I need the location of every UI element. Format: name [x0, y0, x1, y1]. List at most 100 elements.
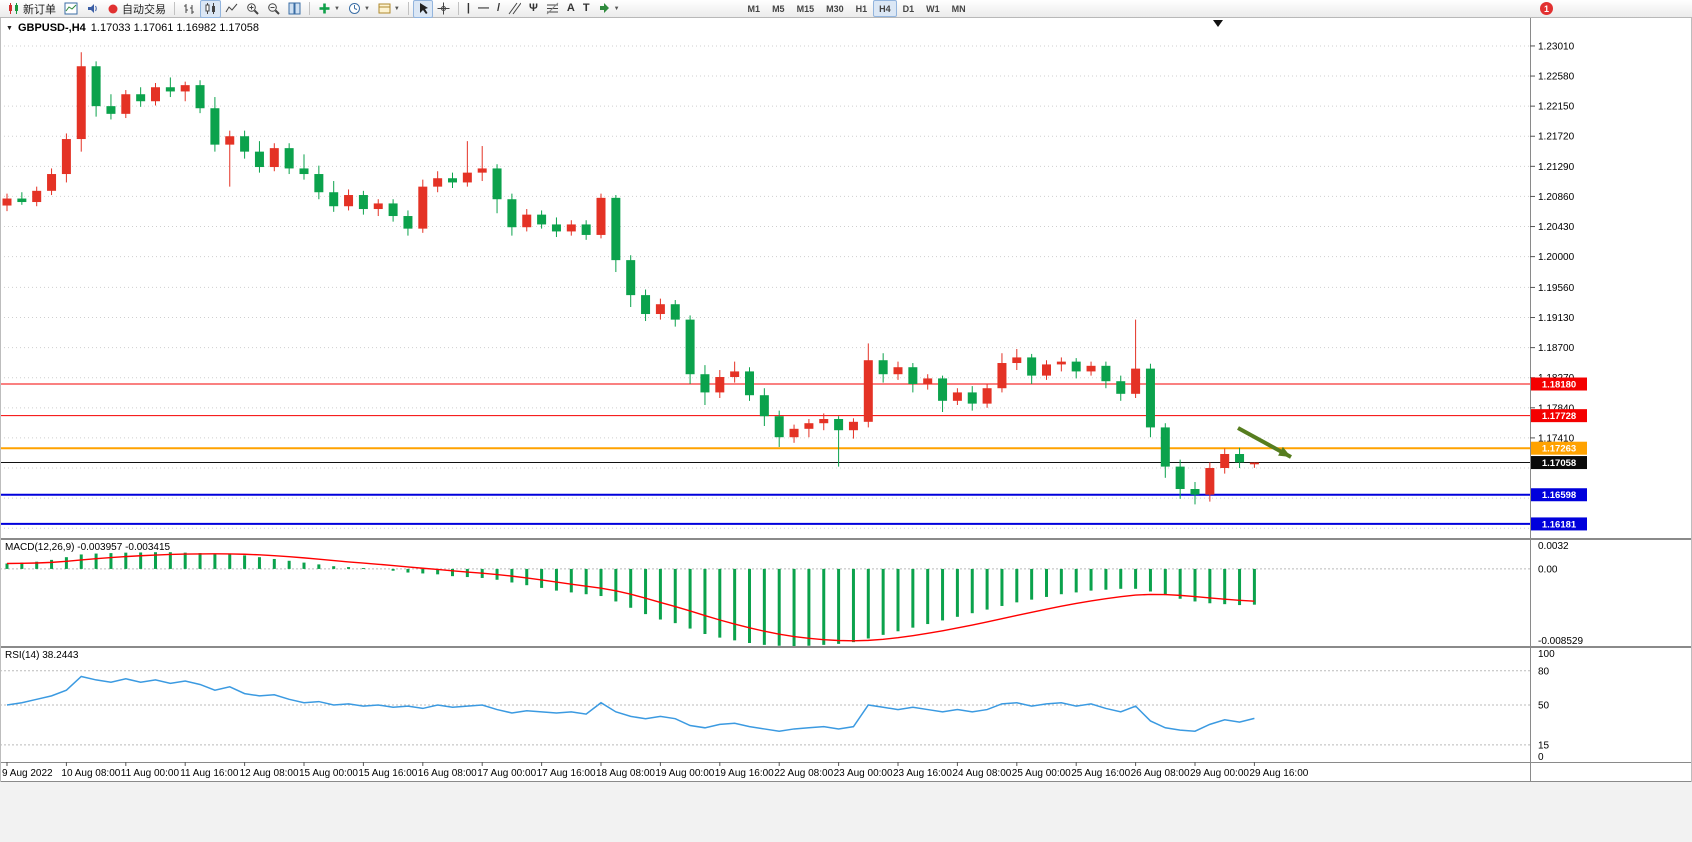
text-tool-button[interactable]: A: [563, 0, 579, 18]
svg-text:16 Aug 08:00: 16 Aug 08:00: [418, 768, 477, 779]
svg-text:1.17840: 1.17840: [1538, 403, 1575, 414]
timeframe-h1-button[interactable]: H1: [855, 3, 868, 14]
channel-tool-button[interactable]: [504, 0, 525, 18]
template-icon: [378, 3, 391, 14]
timeframe-mn-button[interactable]: MN: [951, 3, 966, 14]
svg-text:25 Aug 00:00: 25 Aug 00:00: [1012, 768, 1071, 779]
pitchfork-tool-button[interactable]: Ψ: [525, 0, 542, 18]
candlestick-type-button[interactable]: [200, 0, 221, 18]
toolbar-separator: [174, 2, 175, 15]
svg-text:1.19130: 1.19130: [1538, 313, 1575, 324]
timeframe-w1-button[interactable]: W1: [926, 3, 940, 14]
svg-text:9 Aug 2022: 9 Aug 2022: [2, 768, 53, 779]
candlestick-icon: [205, 3, 215, 14]
svg-text:1.16181: 1.16181: [1542, 519, 1577, 530]
timeframe-m30-button[interactable]: M30: [826, 3, 844, 14]
svg-text:29 Aug 16:00: 29 Aug 16:00: [1249, 768, 1308, 779]
new-order-icon: [9, 3, 18, 14]
price-scale: 1.23010 1.22580 1.22150 1.21720 1.21290 1.208…: [1530, 41, 1587, 763]
dropdown-caret-icon: ▼: [363, 5, 370, 12]
dropdown-caret-icon: ▼: [613, 5, 620, 12]
svg-text:1.21720: 1.21720: [1538, 132, 1575, 143]
timeframe-m5-button[interactable]: M5: [772, 3, 785, 14]
svg-text:23 Aug 00:00: 23 Aug 00:00: [834, 768, 893, 779]
svg-text:24 Aug 08:00: 24 Aug 08:00: [952, 768, 1011, 779]
candlestick-layer: [2, 52, 1259, 505]
autotrading-button[interactable]: 自动交易: [103, 0, 170, 18]
svg-text:1.18180: 1.18180: [1542, 380, 1576, 391]
macd-indicator-label: MACD(12,26,9) -0.003957 -0.003415: [5, 542, 171, 553]
macd-histogram: [5, 552, 1256, 647]
svg-text:11 Aug 16:00: 11 Aug 16:00: [180, 768, 239, 779]
timeframe-m1-button[interactable]: M1: [747, 3, 761, 14]
svg-text:0.0032: 0.0032: [1538, 541, 1569, 552]
arrows-tool-button[interactable]: ▼: [594, 0, 624, 18]
svg-text:1.20860: 1.20860: [1538, 192, 1575, 203]
chart-ohlc-header: ▼ GBPUSD-,H4 1.17033 1.17061 1.16982 1.1…: [6, 22, 259, 34]
cursor-tool-button[interactable]: [412, 0, 433, 18]
trendline-icon: /: [496, 2, 500, 14]
line-chart-type-button[interactable]: [221, 0, 242, 18]
svg-text:1.17410: 1.17410: [1538, 433, 1575, 444]
svg-text:22 Aug 08:00: 22 Aug 08:00: [774, 768, 833, 779]
notification-badge[interactable]: 1: [1540, 2, 1553, 15]
text-label-tool-button[interactable]: T: [579, 0, 594, 18]
svg-text:17 Aug 00:00: 17 Aug 00:00: [477, 768, 536, 779]
chart-menu-icon[interactable]: ▼: [6, 24, 13, 32]
indicators-button[interactable]: ▼: [314, 0, 344, 18]
zoom-in-button[interactable]: [242, 0, 263, 18]
crosshair-tool-button[interactable]: [433, 0, 454, 18]
main-toolbar: 新订单 自动交易: [0, 0, 1692, 18]
vertical-line-tool-button[interactable]: |: [463, 0, 474, 18]
ohlc-values: 1.17033 1.17061 1.16982 1.17058: [90, 22, 259, 34]
bar-shift-marker: [1213, 20, 1223, 27]
timeframe-h4-button[interactable]: H4: [873, 0, 897, 17]
rsi-indicator-label: RSI(14) 38.2443: [5, 650, 79, 661]
svg-text:1.20430: 1.20430: [1538, 222, 1575, 233]
svg-text:29 Aug 00:00: 29 Aug 00:00: [1190, 768, 1249, 779]
timeframe-d1-button[interactable]: D1: [902, 3, 915, 14]
svg-text:0.00: 0.00: [1538, 564, 1558, 575]
rsi-line: [6, 675, 1255, 732]
toolbar-separator: [457, 2, 459, 15]
timeframe-m15-button[interactable]: M15: [796, 3, 815, 14]
text-label-icon: T: [582, 2, 590, 14]
timeframe-group: M1 M5 M15 M30 H1 H4 D1 W1 MN: [742, 0, 972, 17]
periods-button[interactable]: ▼: [344, 0, 374, 18]
horizontal-line-tool-button[interactable]: —: [474, 0, 493, 18]
svg-text:11 Aug 00:00: 11 Aug 00:00: [121, 768, 180, 779]
arrow-shape-icon: [599, 3, 609, 13]
speaker-icon: [88, 4, 97, 13]
alert-sound-button[interactable]: [82, 0, 103, 18]
svg-text:1.17263: 1.17263: [1542, 444, 1576, 455]
channel-icon: [508, 2, 521, 15]
trendline-tool-button[interactable]: /: [493, 0, 504, 18]
dropdown-caret-icon: ▼: [393, 5, 400, 12]
crosshair-icon: [437, 2, 450, 15]
svg-text:1.17728: 1.17728: [1542, 411, 1576, 422]
templates-button[interactable]: ▼: [374, 0, 404, 18]
ohlc-bars-icon: [184, 4, 194, 14]
svg-text:1.20000: 1.20000: [1538, 252, 1575, 263]
toolbar-separator: [309, 2, 310, 15]
svg-text:19 Aug 00:00: 19 Aug 00:00: [655, 768, 714, 779]
svg-text:1.17058: 1.17058: [1542, 458, 1576, 469]
svg-text:15: 15: [1538, 740, 1550, 751]
svg-text:19 Aug 16:00: 19 Aug 16:00: [715, 768, 774, 779]
svg-text:100: 100: [1538, 649, 1555, 660]
bar-chart-type-button[interactable]: [179, 0, 200, 18]
charts-window-button[interactable]: [60, 0, 82, 18]
line-chart-icon: [225, 3, 238, 13]
vertical-line-icon: |: [466, 2, 470, 14]
cursor-icon: [419, 3, 428, 14]
zoom-out-button[interactable]: [263, 0, 284, 18]
svg-text:1.22150: 1.22150: [1538, 102, 1575, 113]
svg-text:15 Aug 00:00: 15 Aug 00:00: [299, 768, 358, 779]
tile-windows-icon: [288, 2, 301, 15]
fibonacci-tool-button[interactable]: [542, 0, 563, 18]
new-order-button[interactable]: 新订单: [3, 0, 60, 18]
tile-windows-button[interactable]: [284, 0, 305, 18]
svg-text:1.23010: 1.23010: [1538, 41, 1575, 52]
